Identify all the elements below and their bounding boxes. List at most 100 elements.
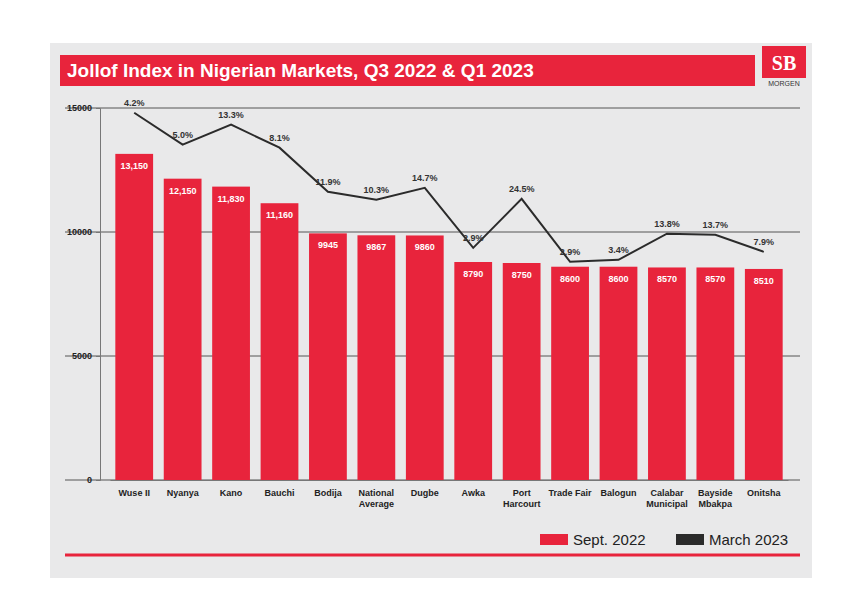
y-tick-label: 10000 bbox=[67, 227, 92, 237]
x-tick-label: Wuse II bbox=[119, 488, 150, 498]
y-tick: 15000 bbox=[67, 103, 100, 113]
line bbox=[134, 113, 764, 262]
bar-label: 11,830 bbox=[218, 194, 245, 204]
x-tick: Balogun bbox=[601, 480, 637, 498]
bar-label: 8510 bbox=[754, 276, 774, 286]
bar-label: 9867 bbox=[366, 242, 386, 252]
marks bbox=[115, 113, 782, 480]
grid-line bbox=[65, 108, 800, 109]
x-tick-label-line: Calabar bbox=[650, 488, 684, 498]
x-tick-label-line: National bbox=[359, 488, 395, 498]
annotation: 3.4% bbox=[608, 245, 629, 255]
x-tick-label-line: Bayside bbox=[698, 488, 733, 498]
logo-subtext: MORGEN bbox=[768, 80, 800, 87]
bar-label: 9945 bbox=[318, 240, 338, 250]
x-tick-label: Bauchi bbox=[264, 488, 294, 498]
x-tick-label: Kano bbox=[220, 488, 243, 498]
y-tick: 5000 bbox=[72, 351, 100, 361]
bar-label: 8790 bbox=[463, 269, 483, 279]
y-axis-line bbox=[96, 109, 101, 481]
y-tick-label: 15000 bbox=[67, 103, 92, 113]
annotation: 13.7% bbox=[703, 220, 729, 230]
bar bbox=[357, 235, 395, 480]
logo-text: SB bbox=[772, 52, 796, 74]
x-tick: Bauchi bbox=[264, 480, 294, 498]
bar bbox=[454, 262, 492, 480]
x-tick-label-line: Port bbox=[513, 488, 531, 498]
x-tick: CalabarMunicipal bbox=[646, 480, 688, 509]
x-axis: Wuse II Nyanya Kano Bauchi Bodija NationalAve… bbox=[111, 480, 789, 509]
annotation: 2.9% bbox=[560, 247, 581, 257]
bar-label: 9860 bbox=[415, 242, 435, 252]
annotation: 2.9% bbox=[463, 233, 484, 243]
legend: Sept. 2022 March 2023 bbox=[540, 531, 788, 548]
x-tick: Nyanya bbox=[167, 480, 200, 498]
y-axis: 0 5000 10000 15000 bbox=[67, 103, 101, 485]
x-tick: Kano bbox=[220, 480, 243, 498]
bar bbox=[261, 203, 299, 480]
legend-swatch bbox=[540, 534, 568, 545]
y-tick-label: 5000 bbox=[72, 351, 92, 361]
x-tick: Trade Fair bbox=[549, 480, 593, 498]
annotation: 4.2% bbox=[124, 98, 145, 108]
bar bbox=[745, 269, 783, 480]
legend-label: Sept. 2022 bbox=[573, 531, 646, 548]
x-tick: Onitsha bbox=[747, 480, 781, 498]
x-tick: Wuse II bbox=[119, 480, 150, 498]
x-tick: Bodija bbox=[314, 480, 342, 498]
y-tick-label: 0 bbox=[87, 475, 92, 485]
bar-label: 8600 bbox=[608, 274, 628, 284]
bottom-rule bbox=[65, 554, 800, 557]
bar-label: 11,160 bbox=[266, 210, 293, 220]
x-tick-label: NationalAverage bbox=[359, 488, 395, 508]
x-tick-label: BaysideMbakpa bbox=[698, 488, 733, 508]
x-tick-label-line: Municipal bbox=[646, 499, 688, 509]
chart: Jollof Index in Nigerian Markets, Q3 202… bbox=[0, 0, 865, 599]
x-tick-label-line: Harcourt bbox=[503, 499, 541, 509]
labels: 13,150 12,150 11,830 11,160 9945 9867 9860 8790… bbox=[120, 98, 774, 286]
x-tick-label-line: Average bbox=[359, 499, 394, 509]
annotation: 13.3% bbox=[218, 110, 244, 120]
bar-label: 8570 bbox=[705, 274, 725, 284]
x-tick-label: Onitsha bbox=[747, 488, 781, 498]
title: Jollof Index in Nigerian Markets, Q3 202… bbox=[67, 60, 534, 81]
annotation: 5.0% bbox=[172, 130, 193, 140]
bar bbox=[406, 235, 444, 480]
card-background bbox=[50, 43, 812, 578]
annotation: 7.9% bbox=[754, 237, 775, 247]
bar bbox=[212, 187, 250, 480]
bar bbox=[696, 267, 734, 480]
logo-box bbox=[762, 46, 806, 78]
bar-label: 8750 bbox=[512, 270, 532, 280]
y-tick: 0 bbox=[87, 475, 100, 485]
x-axis-line bbox=[111, 480, 789, 481]
bar bbox=[551, 267, 589, 480]
y-tick-mark bbox=[96, 356, 100, 357]
x-tick-label: Dugbe bbox=[411, 488, 439, 498]
annotation: 8.1% bbox=[269, 133, 290, 143]
legend-swatch bbox=[676, 534, 704, 545]
x-tick-label: Balogun bbox=[601, 488, 637, 498]
y-tick-mark bbox=[96, 232, 100, 233]
x-tick: Dugbe bbox=[411, 480, 439, 498]
x-tick: Awka bbox=[462, 480, 486, 498]
title-bar bbox=[60, 55, 755, 86]
bar-label: 13,150 bbox=[120, 161, 148, 171]
x-tick-label: CalabarMunicipal bbox=[646, 488, 688, 508]
annotation: 24.5% bbox=[509, 184, 535, 194]
annotation: 11.9% bbox=[315, 177, 340, 187]
bar bbox=[115, 154, 153, 480]
x-tick-label: Bodija bbox=[314, 488, 342, 498]
annotation: 13.8% bbox=[654, 219, 680, 229]
annotation: 10.3% bbox=[364, 185, 390, 195]
x-tick-label: Nyanya bbox=[167, 488, 200, 498]
x-tick: BaysideMbakpa bbox=[698, 480, 733, 509]
bar bbox=[164, 179, 202, 480]
legend-label: March 2023 bbox=[709, 531, 788, 548]
y-tick: 10000 bbox=[67, 227, 100, 237]
bar-label: 12,150 bbox=[169, 186, 197, 196]
bar bbox=[648, 267, 686, 480]
x-tick: PortHarcourt bbox=[503, 480, 541, 509]
bar-label: 8600 bbox=[560, 274, 580, 284]
bar bbox=[309, 233, 347, 480]
